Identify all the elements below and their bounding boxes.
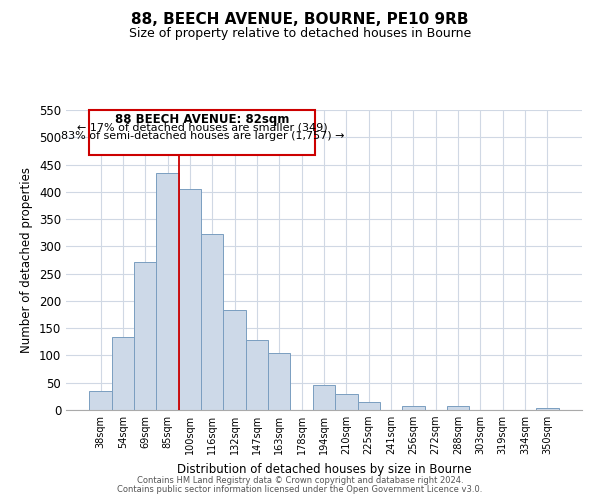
X-axis label: Distribution of detached houses by size in Bourne: Distribution of detached houses by size … [176, 462, 472, 475]
Text: 88, BEECH AVENUE, BOURNE, PE10 9RB: 88, BEECH AVENUE, BOURNE, PE10 9RB [131, 12, 469, 28]
Text: 83% of semi-detached houses are larger (1,757) →: 83% of semi-detached houses are larger (… [61, 132, 344, 141]
Bar [89, 391, 112, 410]
Bar [402, 406, 425, 410]
Bar [447, 406, 469, 410]
Text: ← 17% of detached houses are smaller (349): ← 17% of detached houses are smaller (34… [77, 122, 328, 132]
Text: Size of property relative to detached houses in Bourne: Size of property relative to detached ho… [129, 28, 471, 40]
Bar [179, 189, 201, 410]
Bar [223, 310, 246, 410]
Bar [268, 354, 290, 410]
Bar [201, 234, 223, 410]
Bar [246, 340, 268, 410]
Bar [157, 174, 179, 410]
Bar [112, 338, 134, 410]
Bar [134, 262, 157, 410]
Y-axis label: Number of detached properties: Number of detached properties [20, 167, 34, 353]
Text: Contains HM Land Registry data © Crown copyright and database right 2024.: Contains HM Land Registry data © Crown c… [137, 476, 463, 485]
Bar [536, 408, 559, 410]
FancyBboxPatch shape [89, 110, 315, 154]
Bar [313, 385, 335, 410]
Text: 88 BEECH AVENUE: 82sqm: 88 BEECH AVENUE: 82sqm [115, 112, 289, 126]
Text: Contains public sector information licensed under the Open Government Licence v3: Contains public sector information licen… [118, 485, 482, 494]
Bar [335, 394, 358, 410]
Bar [358, 402, 380, 410]
